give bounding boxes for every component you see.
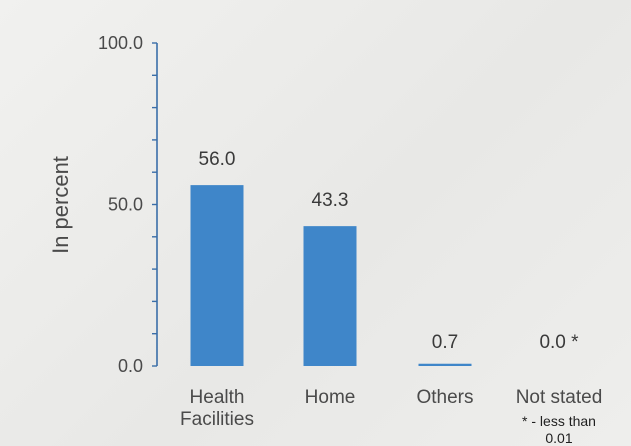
y-tick-label: 50.0 bbox=[108, 195, 143, 215]
category-label: Home bbox=[305, 387, 356, 408]
bar bbox=[303, 226, 357, 366]
category-label: Others bbox=[416, 387, 473, 408]
data-label: 43.3 bbox=[312, 190, 349, 211]
footnote-line-1: * - less than bbox=[522, 413, 596, 429]
y-axis-title: In percent bbox=[48, 156, 73, 254]
bar bbox=[418, 363, 472, 366]
category-label: Not stated bbox=[516, 387, 603, 408]
data-label: 0.7 bbox=[432, 332, 458, 353]
y-tick-label: 0.0 bbox=[118, 356, 143, 376]
category-label: Health bbox=[190, 387, 245, 408]
footnote-line-2: 0.01 bbox=[545, 430, 572, 446]
category-label: Facilities bbox=[180, 409, 254, 430]
data-label: 56.0 bbox=[199, 149, 236, 170]
bar bbox=[190, 185, 244, 366]
data-label: 0.0 * bbox=[539, 332, 579, 353]
y-tick-label: 100.0 bbox=[98, 33, 143, 53]
